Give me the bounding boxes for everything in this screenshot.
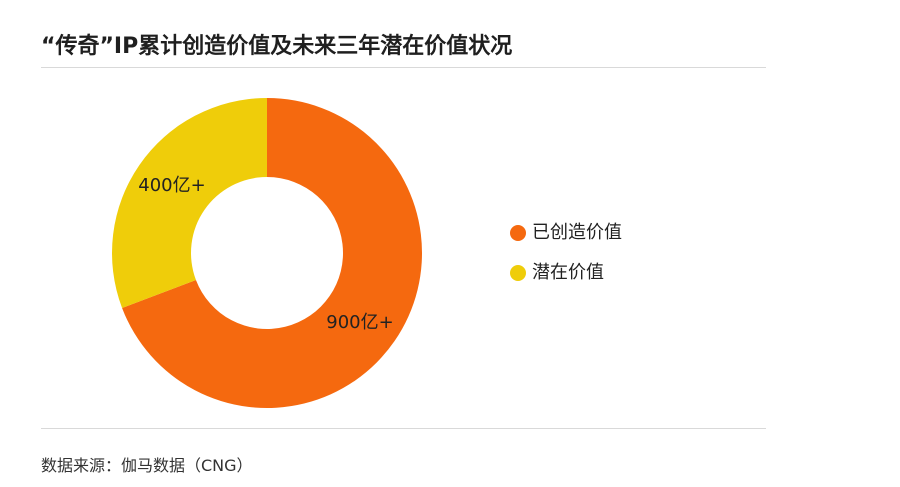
legend-label: 已创造价值 [532,222,622,243]
slice-label: 400亿+ [138,175,205,196]
slice-label: 900亿+ [326,312,393,333]
donut-slice-potential-value [112,98,267,308]
donut-slice-created-value [122,98,422,409]
legend-marker [510,265,526,281]
source-note: 数据来源：伽马数据（CNG） [41,456,253,475]
legend-marker [510,225,526,241]
title-divider [41,67,766,68]
chart-title: “传奇”IP累计创造价值及未来三年潜在价值状况 [41,34,513,59]
legend-label: 潜在价值 [532,262,604,283]
footer-divider [41,428,766,429]
